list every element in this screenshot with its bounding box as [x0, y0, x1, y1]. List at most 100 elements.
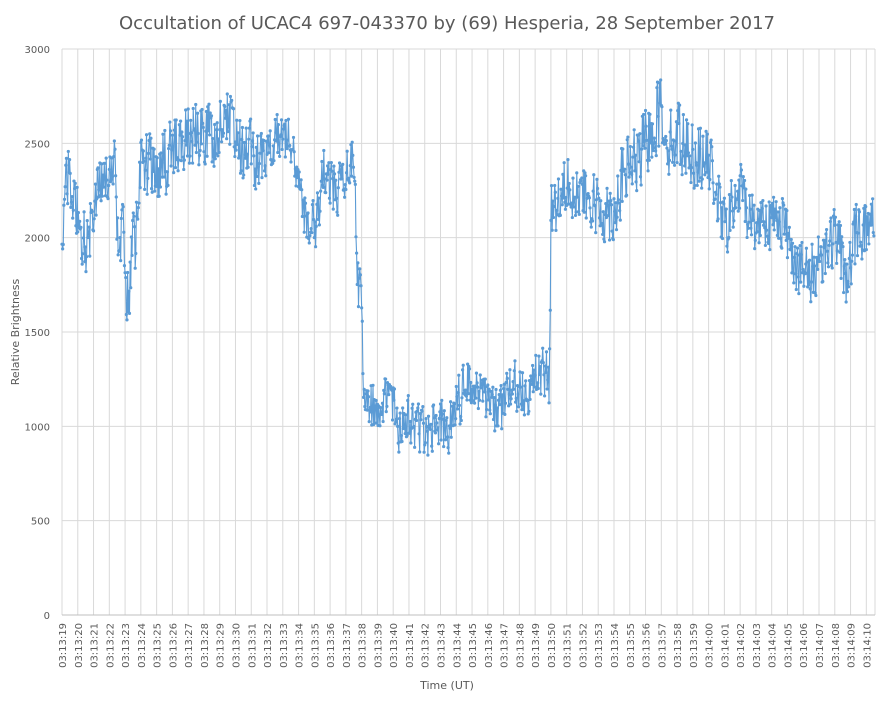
- data-point: [456, 391, 460, 395]
- chart-title: Occultation of UCAC4 697-043370 by (69) …: [119, 13, 775, 34]
- data-point: [70, 194, 74, 199]
- data-point: [426, 414, 431, 418]
- data-point: [831, 242, 835, 246]
- data-point: [847, 256, 851, 261]
- data-point: [338, 168, 342, 172]
- x-tick-label: 03:13:36: [326, 623, 337, 668]
- data-point: [320, 159, 324, 164]
- data-point: [871, 197, 875, 201]
- data-point: [615, 215, 619, 219]
- data-point: [691, 147, 695, 151]
- data-point: [467, 367, 472, 371]
- data-point: [758, 208, 762, 213]
- data-point: [306, 211, 310, 215]
- y-tick-labels: 0 500 1000 1500 2000 2500 3000: [25, 45, 50, 622]
- data-point: [532, 385, 537, 389]
- data-point: [385, 404, 389, 408]
- data-point: [833, 215, 838, 219]
- data-point: [626, 162, 631, 166]
- data-point: [173, 165, 178, 170]
- data-point: [610, 229, 614, 233]
- data-point: [575, 171, 579, 175]
- x-tick-label: 03:13:52: [578, 623, 589, 668]
- data-point: [765, 228, 769, 232]
- data-point: [160, 161, 164, 165]
- data-point: [208, 133, 212, 137]
- data-point: [144, 156, 148, 160]
- data-point: [551, 199, 555, 203]
- data-point: [821, 279, 825, 284]
- x-tick-label: 03:13:19: [58, 623, 69, 668]
- data-point: [533, 373, 537, 377]
- data-point: [115, 237, 119, 241]
- data-point: [310, 231, 314, 235]
- data-point: [729, 198, 733, 203]
- data-point: [314, 245, 318, 249]
- data-point: [481, 399, 485, 403]
- data-point: [255, 174, 259, 179]
- data-point: [753, 238, 757, 242]
- data-point: [199, 142, 204, 146]
- data-point: [126, 270, 130, 275]
- data-point: [573, 213, 578, 218]
- data-point: [403, 431, 407, 436]
- data-point: [780, 246, 784, 250]
- data-point: [804, 246, 809, 250]
- data-point: [125, 318, 129, 322]
- data-point: [522, 413, 527, 417]
- data-point: [561, 172, 565, 176]
- x-axis-label: Time (UT): [419, 679, 474, 692]
- data-point: [382, 388, 386, 392]
- data-point: [187, 131, 191, 136]
- data-point: [700, 177, 704, 181]
- data-point: [96, 166, 100, 170]
- data-point: [237, 154, 241, 158]
- data-point: [650, 155, 654, 159]
- data-point: [748, 207, 752, 211]
- data-point: [252, 154, 256, 158]
- data-point: [686, 122, 690, 126]
- data-point: [449, 400, 453, 404]
- data-point: [804, 262, 808, 266]
- data-point: [772, 228, 776, 232]
- data-point: [182, 158, 186, 162]
- data-point: [855, 253, 860, 258]
- data-point: [647, 158, 651, 162]
- data-point: [145, 192, 149, 196]
- data-point: [836, 223, 840, 227]
- data-point: [711, 181, 715, 185]
- data-point: [719, 201, 723, 205]
- data-point: [349, 174, 354, 178]
- data-point: [657, 144, 661, 148]
- data-point: [730, 209, 735, 213]
- data-point: [355, 251, 359, 255]
- data-point: [618, 209, 622, 213]
- data-point: [291, 135, 296, 140]
- data-point: [155, 184, 159, 188]
- data-point: [464, 388, 468, 392]
- data-point: [668, 130, 672, 134]
- data-point: [384, 377, 388, 381]
- data-point: [519, 402, 523, 406]
- data-point: [204, 129, 208, 133]
- data-point: [436, 426, 440, 430]
- data-point: [139, 140, 143, 145]
- data-point: [289, 160, 293, 164]
- data-point: [505, 376, 509, 380]
- data-point: [122, 264, 127, 268]
- data-point: [846, 279, 850, 284]
- data-point: [249, 117, 253, 121]
- data-point: [744, 206, 749, 210]
- data-point: [185, 154, 190, 158]
- data-point: [429, 422, 433, 426]
- data-point: [548, 308, 552, 312]
- data-point: [763, 243, 767, 248]
- data-point: [370, 410, 374, 414]
- data-point: [360, 319, 364, 323]
- data-point: [520, 371, 525, 375]
- data-point: [577, 209, 581, 214]
- data-point: [161, 154, 166, 158]
- data-point: [452, 402, 456, 406]
- data-point: [299, 178, 303, 182]
- data-point: [81, 252, 85, 256]
